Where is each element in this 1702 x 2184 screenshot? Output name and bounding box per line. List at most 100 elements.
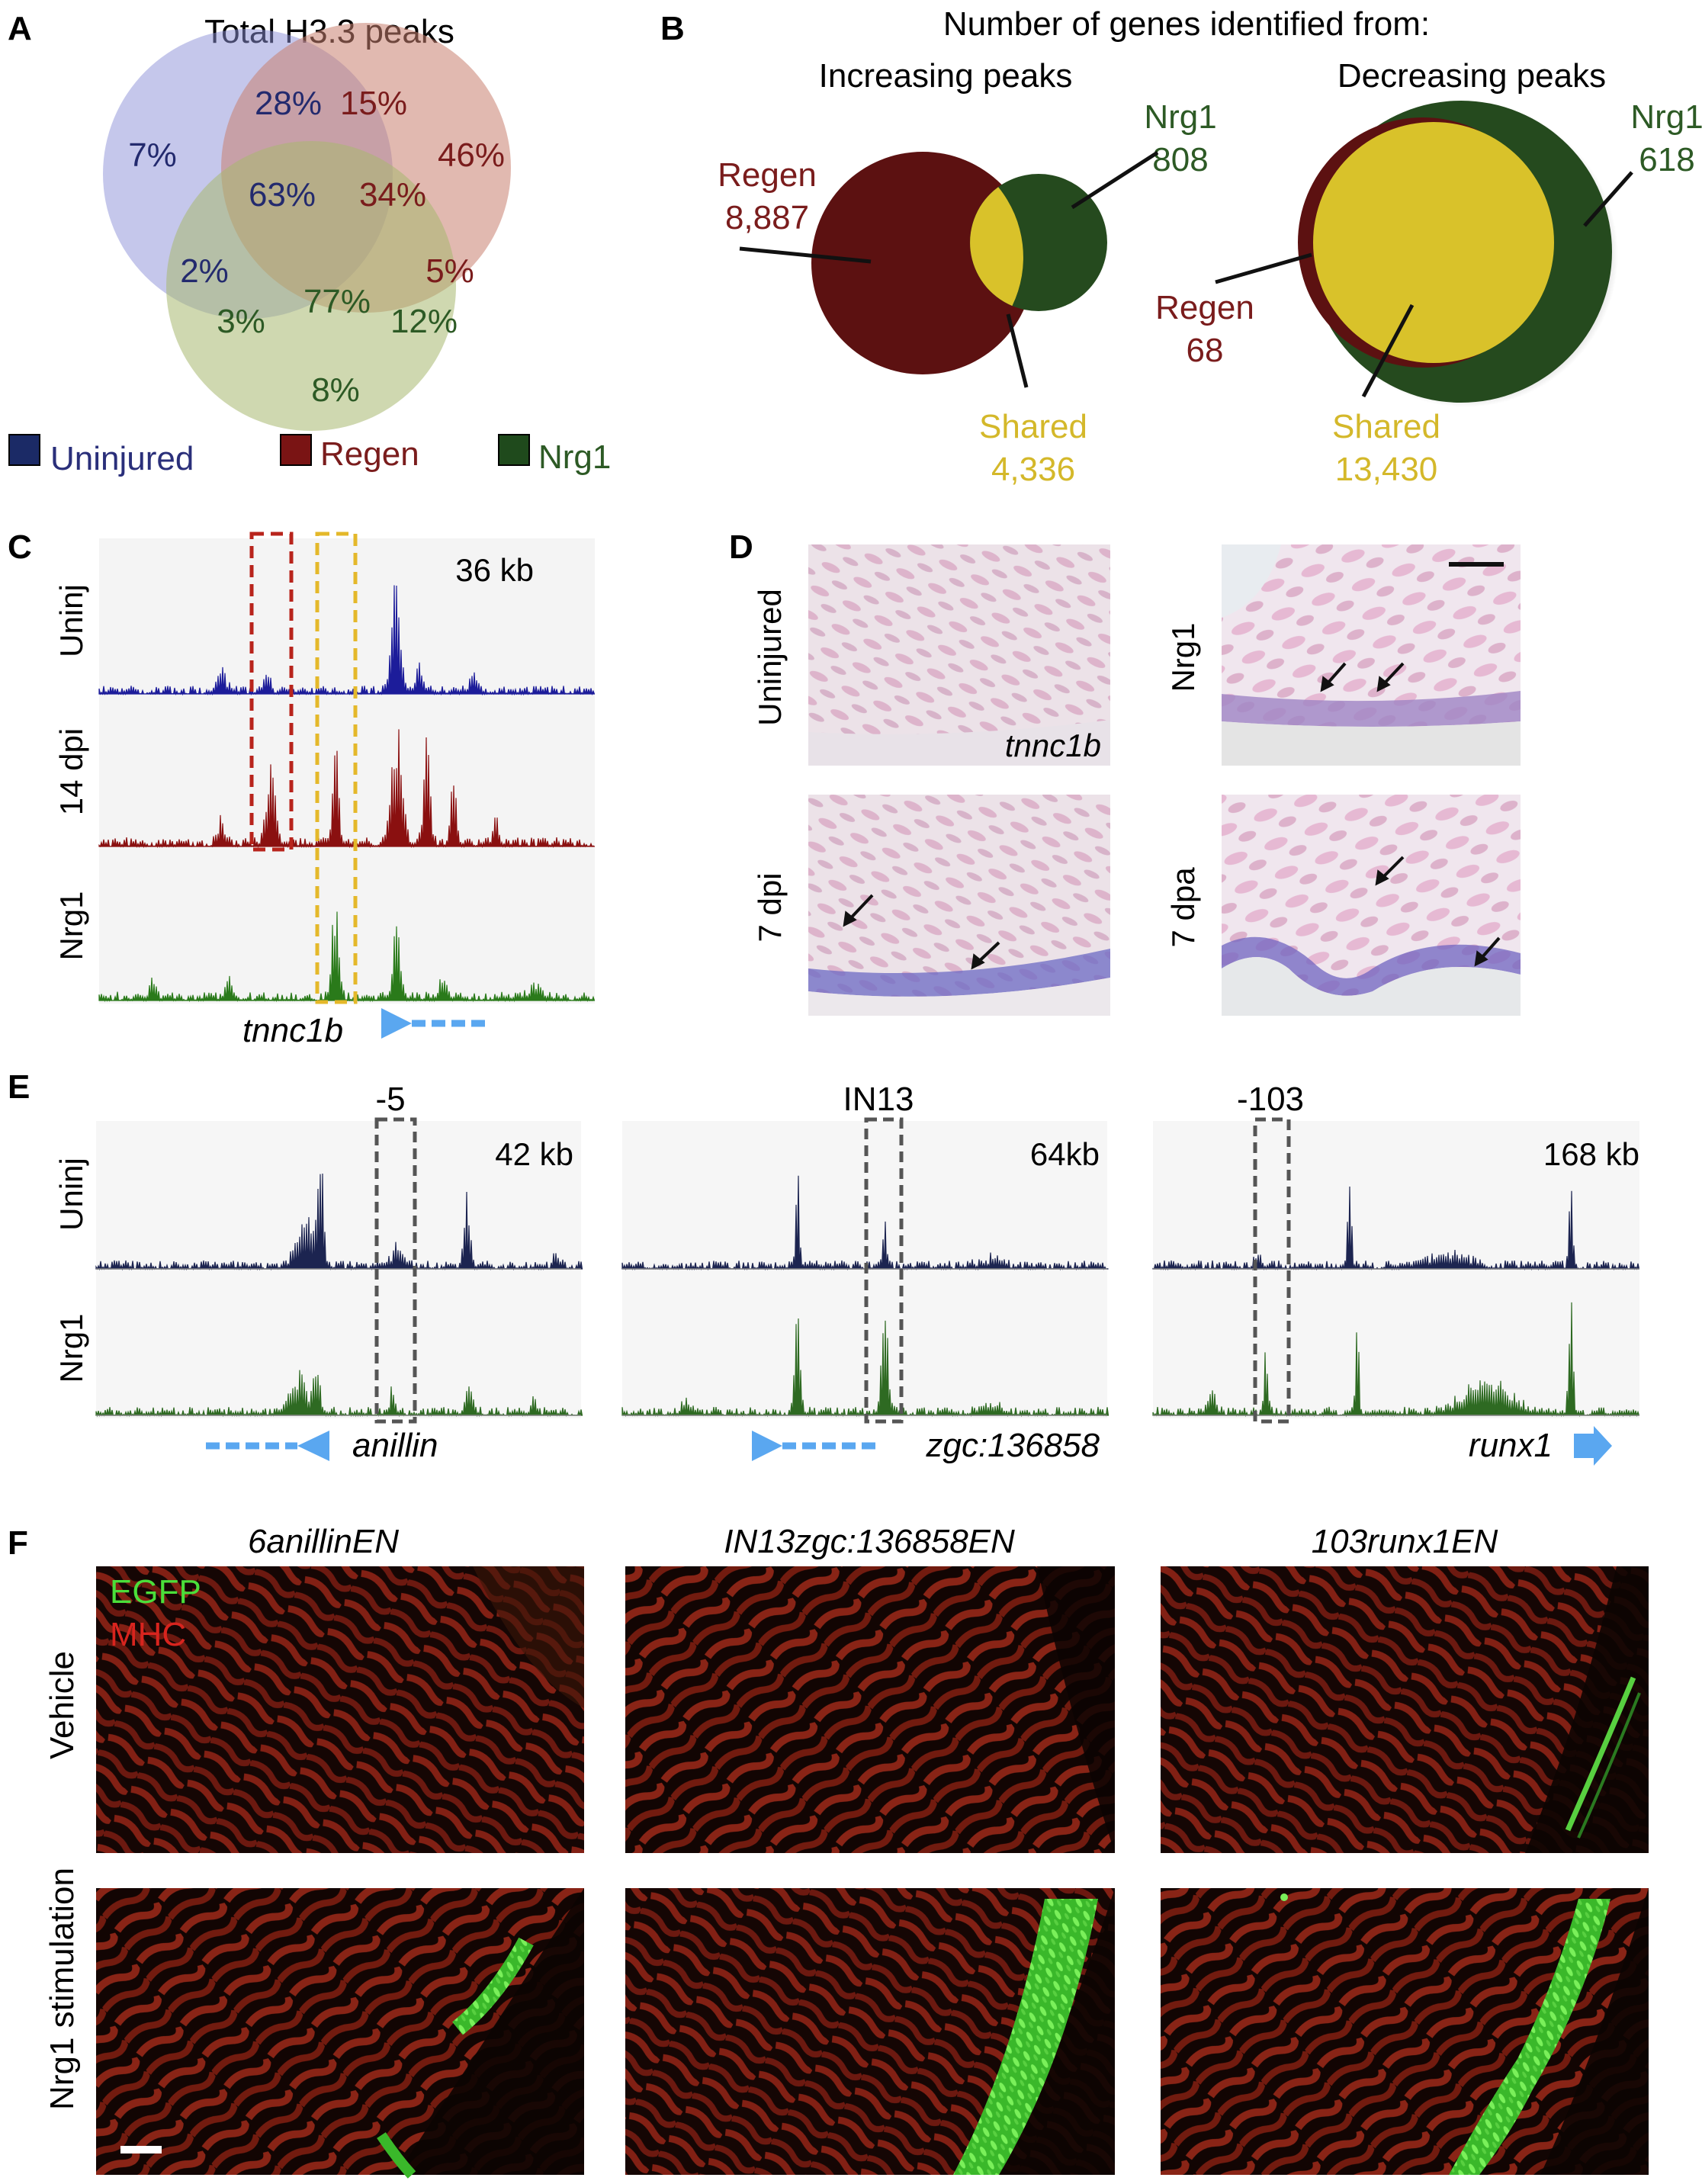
increasing-shared-label: Shared [979,408,1087,445]
panel-d-arrows [843,662,1501,970]
track-c-nrg1 [98,911,596,1003]
increasing-leader-lines [739,150,1159,388]
increasing-regen-circle [811,152,1034,374]
increasing-nrg1-value: 808 [1152,141,1208,178]
panel-f-col-3: 103runx1EN [1312,1523,1498,1560]
track-c-uninj [98,585,596,696]
locus-3-marker: -103 [1237,1081,1304,1118]
histology-uninjured [808,544,1110,766]
legend-label-nrg1: Nrg1 [538,438,611,476]
locus-3-highlight [1253,1117,1291,1424]
legend-swatch-nrg1 [498,434,530,466]
locus-2-marker: IN13 [843,1081,914,1118]
venn-decreasing [1298,101,1618,407]
venn-center-red: 34% [359,176,426,214]
locus-3-gene: runx1 [1469,1427,1553,1464]
panel-b-increasing-subtitle: Increasing peaks [819,57,1073,95]
decreasing-nrg1-value: 618 [1639,141,1694,178]
venn-green-right: 12% [390,303,458,340]
panel-c-track-label-nrg1: Nrg1 [53,891,89,960]
decreasing-regen-value: 68 [1187,332,1224,369]
panel-label-d: D [729,528,753,566]
venn-green-only: 8% [311,371,360,409]
panel-c-track-bg [99,538,595,1004]
histology-7dpa [1222,795,1521,1016]
increasing-shared-region [970,187,1023,307]
fluorescence-vehicle-anillin [96,1566,584,1853]
venn-diagram-a [103,23,511,431]
panel-f-row-label-vehicle: Vehicle [43,1651,81,1759]
panel-d-row-label-uninjured: Uninjured [752,589,788,726]
decreasing-leader-lines [1215,171,1633,398]
scale-bar-f [120,2146,162,2153]
decreasing-shared-circle [1313,122,1554,363]
locus-1-gene: anillin [352,1427,438,1464]
decreasing-nrg1-label: Nrg1 [1630,98,1702,136]
panel-c-highlight-red [249,532,294,852]
venn-red-only: 46% [438,136,505,174]
panel-label-f: F [8,1524,28,1562]
histology-7dpi [808,795,1110,1016]
legend-mhc: MHC [110,1616,186,1653]
panel-c-highlight-yellow [315,532,358,1004]
histology-nrg1 [1222,544,1521,766]
panel-b-decreasing-subtitle: Decreasing peaks [1338,57,1606,95]
fluorescence-vehicle-zgc [625,1566,1115,1853]
panel-e-track-label-uninj: Uninj [53,1158,89,1231]
panel-d-row-label-7dpa: 7 dpa [1165,867,1201,948]
panel-d-row-label-nrg1: Nrg1 [1165,622,1201,692]
track-c-14dpi [98,729,595,849]
increasing-regen-value: 8,887 [725,199,809,236]
locus-1-highlight [374,1117,417,1424]
panel-label-e: E [8,1068,30,1106]
venn-increasing [811,152,1107,374]
panel-b-heading: Number of genes identified from: [943,5,1430,43]
venn-green-left: 3% [217,303,265,340]
locus-3-scale: 168 kb [1543,1136,1639,1172]
venn-blue-green: 2% [180,252,229,290]
venn-red-green: 5% [426,252,474,290]
locus-1-gene-arrow [206,1431,329,1461]
venn-nrg1-circle [166,141,456,431]
legend-swatch-uninjured [8,434,40,466]
venn-center-blue: 63% [249,176,316,214]
decreasing-shared-value: 13,430 [1335,451,1438,488]
panel-d-image-label: tnnc1b [1005,727,1101,763]
legend-egfp: EGFP [110,1573,201,1611]
increasing-nrg1-label: Nrg1 [1144,98,1216,136]
decreasing-regen-label: Regen [1155,289,1254,326]
fluorescence-vehicle-runx1 [1161,1566,1649,1853]
panel-f-col-2: IN13zgc:136858EN [724,1523,1015,1560]
panel-c-track-label-14dpi: 14 dpi [53,728,89,815]
panel-c-scale: 36 kb [455,552,534,588]
venn-blue-red: 28% [255,85,322,122]
locus-2-scale: 64kb [1030,1136,1100,1172]
panel-f-row-label-nrg1: Nrg1 stimulation [43,1868,81,2110]
panel-label-a: A [8,10,32,47]
legend-label-regen: Regen [320,435,419,473]
venn-center-green: 77% [303,283,371,320]
locus-1-scale: 42 kb [495,1136,573,1172]
panel-c-tracks [98,585,596,1003]
locus-2-gene-arrow [752,1431,877,1461]
increasing-regen-label: Regen [718,156,817,194]
venn-red-top: 15% [340,85,407,122]
panel-f-col-1: 6anillinEN [248,1523,399,1560]
increasing-shared-value: 4,336 [991,451,1075,488]
fluorescence-nrg1-zgc [625,1888,1115,2175]
panel-e-track-label-nrg1: Nrg1 [53,1313,89,1383]
panel-c-gene-arrow [381,1008,488,1039]
panel-c-gene: tnnc1b [242,1012,343,1049]
locus-2-gene: zgc:136858 [925,1427,1100,1464]
decreasing-shared-label: Shared [1332,408,1440,445]
fluorescence-nrg1-runx1 [1161,1888,1649,2175]
panel-c-track-label-uninj: Uninj [53,584,89,657]
locus-3-gene-arrow [1574,1426,1612,1466]
panel-d-row-label-7dpi: 7 dpi [752,872,788,942]
legend-label-uninjured: Uninjured [50,440,194,477]
venn-blue-only: 7% [128,136,177,174]
legend-a: Uninjured Regen Nrg1 [8,434,611,477]
locus-2-highlight [864,1117,904,1424]
panel-label-b: B [660,10,685,47]
